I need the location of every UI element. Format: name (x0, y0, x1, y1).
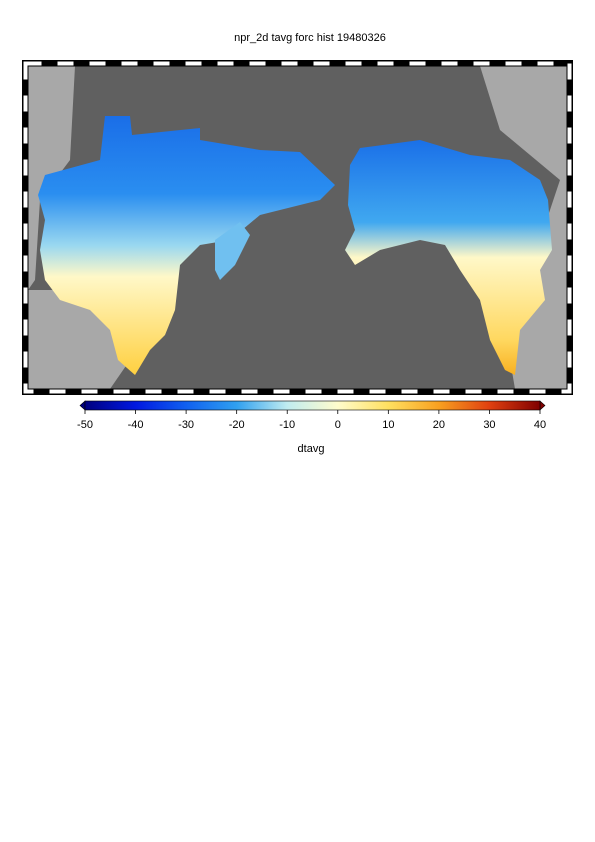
colorbar-tick-label: 30 (483, 419, 495, 431)
colorbar-tick-label: -40 (128, 419, 144, 431)
colorbar-tick-label: -50 (77, 419, 93, 431)
map-title: npr_2d tavg forc hist 19480326 (234, 32, 386, 44)
colorbar: -50 -40 -30 -20 -10 0 10 20 30 40 (77, 400, 546, 431)
colorbar-arrow-right (539, 400, 546, 411)
colorbar-tick-label: -10 (279, 419, 295, 431)
colorbar-label: dtavg (298, 443, 325, 455)
frame-outline (22, 60, 573, 395)
colorbar-arrow-left (79, 400, 86, 411)
colorbar-tick-label: -30 (178, 419, 194, 431)
data-field (38, 116, 335, 375)
data-field (215, 222, 250, 280)
frame-ticks (23, 61, 572, 394)
map (28, 66, 567, 389)
colorbar-body (84, 400, 541, 411)
colorbar-tick-label: 40 (534, 419, 546, 431)
colorbar-tick-label: -20 (229, 419, 245, 431)
colorbar-tick-label: 0 (335, 419, 341, 431)
colorbar-tick-label: 20 (433, 419, 445, 431)
colorbar-tick-label: 10 (382, 419, 394, 431)
data-field (345, 140, 552, 375)
map-frame (22, 60, 573, 395)
